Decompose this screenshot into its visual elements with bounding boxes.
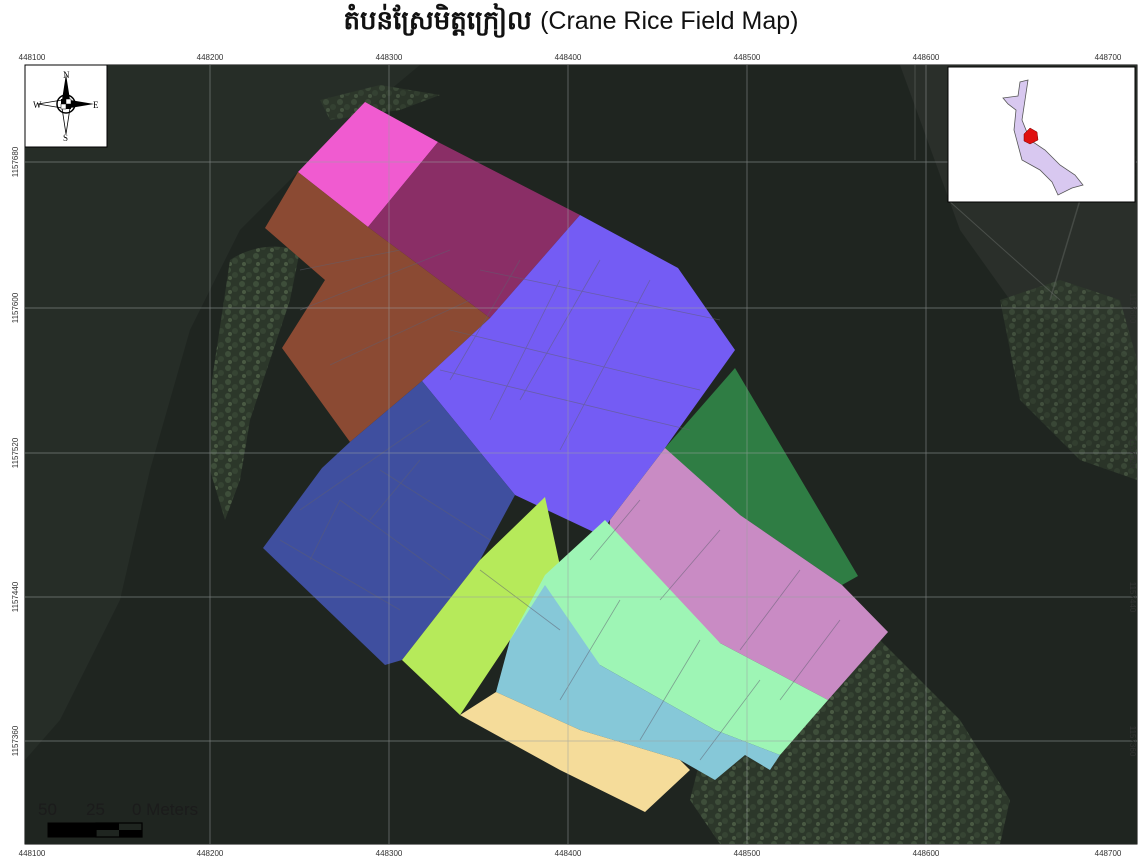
coord-top-label: 448500 — [734, 53, 761, 62]
inset-region-outline — [1002, 79, 1084, 196]
coord-left-label: 1157600 — [11, 292, 20, 323]
vegetation-west — [210, 246, 300, 520]
coordinate-labels-left: 1157680 1157600 1157520 1157440 1157360 — [11, 146, 20, 756]
field-subdivisions — [279, 249, 841, 761]
compass-e-label: E — [93, 100, 99, 110]
coord-right-label: 1157600 — [1128, 293, 1137, 324]
coord-bottom-label: 448600 — [913, 849, 940, 858]
coord-bottom-label: 448100 — [19, 849, 46, 858]
vegetation-east — [1000, 280, 1137, 480]
scale-bar: 50 25 0 Meters — [38, 800, 198, 838]
inset-highlight-area — [1023, 127, 1039, 145]
coord-top-label: 448200 — [197, 53, 224, 62]
field-lime[interactable] — [402, 497, 562, 715]
map-title-khmer: តំបន់ស្រែមិត្តក្រៀល — [343, 6, 532, 36]
map-title: តំបន់ស្រែមិត្តក្រៀល (Crane Rice Field Ma… — [0, 0, 1142, 48]
scale-label-zero-meters: 0 Meters — [132, 800, 198, 819]
coord-left-label: 1157520 — [11, 437, 20, 468]
coord-left-label: 1157440 — [11, 581, 20, 612]
coord-bottom-label: 448700 — [1095, 849, 1122, 858]
coord-bottom-label: 448400 — [555, 849, 582, 858]
field-maroon[interactable] — [368, 142, 580, 318]
coord-top-label: 448600 — [913, 53, 940, 62]
coord-top-label: 448100 — [19, 53, 46, 62]
compass-n-label: N — [63, 70, 70, 80]
rice-field-parcels — [263, 102, 888, 812]
scale-label-25: 25 — [86, 800, 105, 819]
coord-top-label: 448400 — [555, 53, 582, 62]
field-mint[interactable] — [510, 520, 828, 755]
scale-label-50: 50 — [38, 800, 57, 819]
coord-right-label: 1157520 — [1128, 438, 1137, 469]
field-cyan[interactable] — [496, 585, 780, 780]
coord-left-label: 1157680 — [11, 146, 20, 177]
graticule — [25, 65, 1137, 844]
coord-bottom-label: 448500 — [734, 849, 761, 858]
coord-top-label: 448700 — [1095, 53, 1122, 62]
coord-right-label: 1157440 — [1128, 582, 1137, 613]
coord-right-label: 1157360 — [1128, 726, 1137, 757]
field-tan[interactable] — [460, 692, 690, 812]
field-brown[interactable] — [265, 172, 490, 442]
field-mauve[interactable] — [605, 448, 888, 700]
inset-locator-map — [947, 66, 1136, 203]
field-pink[interactable] — [298, 102, 438, 227]
north-arrow: N S W E — [24, 64, 108, 148]
vegetation-north — [320, 85, 440, 120]
coord-bottom-label: 448300 — [376, 849, 403, 858]
compass-w-label: W — [33, 100, 42, 110]
coord-left-label: 1157360 — [11, 725, 20, 756]
field-purple[interactable] — [422, 215, 735, 535]
coord-bottom-label: 448200 — [197, 849, 224, 858]
coordinate-labels-bottom: 448100 448200 448300 448400 448500 448600 4487… — [19, 849, 1122, 858]
coordinate-labels-top: 448100 448200 448300 448400 448500 448600 4487… — [19, 53, 1122, 62]
map-title-english: (Crane Rice Field Map) — [540, 7, 799, 35]
coord-top-label: 448300 — [376, 53, 403, 62]
compass-s-label: S — [63, 133, 68, 143]
compass-rose-icon — [37, 74, 94, 135]
field-dark-green[interactable] — [610, 368, 858, 585]
